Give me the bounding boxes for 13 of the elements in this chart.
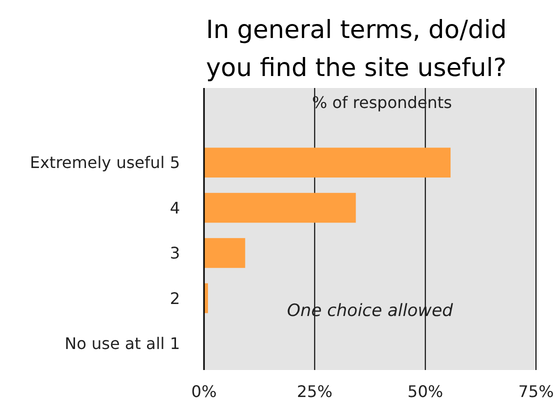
- chart-title: In general terms, do/did you find the site useful?: [206, 15, 507, 82]
- y-tick-label: No use at all 1: [64, 334, 180, 353]
- y-tick-label: 4: [170, 198, 180, 218]
- bar: [204, 192, 356, 223]
- x-tick-label: 75%: [518, 382, 554, 402]
- bar: [204, 238, 246, 268]
- x-tick-label: 50%: [408, 382, 444, 402]
- bar: [204, 148, 451, 178]
- x-tick-label: 25%: [296, 382, 332, 402]
- x-tick-label: 0%: [191, 382, 217, 402]
- y-tick-label: 3: [170, 244, 180, 263]
- y-tick-label: 2: [170, 288, 180, 308]
- y-tick-label: Extremely useful 5: [30, 153, 180, 172]
